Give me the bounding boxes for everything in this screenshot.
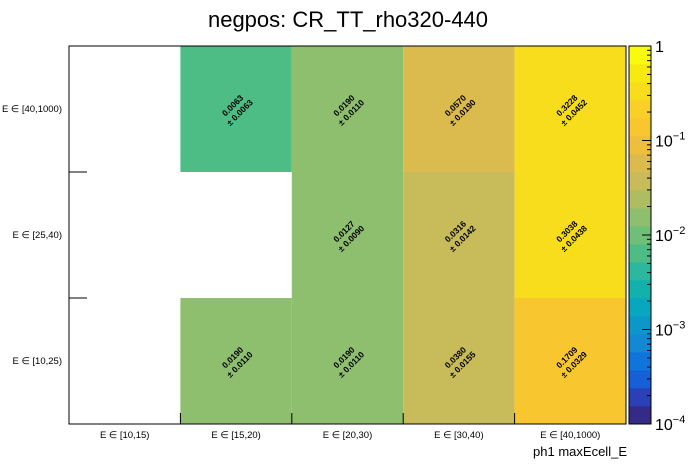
colorbar-segment [629, 334, 651, 353]
colorbar-tick-label: 1 [655, 39, 664, 56]
x-tick-label: E ∈ [30,40) [434, 430, 483, 441]
heatmap-cell [291, 172, 404, 298]
x-tick-label: E ∈ [10,15) [100, 430, 149, 441]
heatmap-cell [403, 46, 515, 172]
colorbar-tick-label: 10−4 [655, 414, 685, 434]
colorbar-tick-label: 10−1 [655, 131, 685, 151]
colorbar-segment [629, 208, 651, 227]
heatmap-cell [514, 298, 626, 424]
chart-title: negpos: CR_TT_rho320-440 [208, 7, 488, 32]
colorbar-segment [629, 388, 651, 407]
colorbar-segment [629, 190, 651, 209]
colorbar-segment [629, 226, 651, 245]
colorbar-segment [629, 370, 651, 389]
colorbar-segment [629, 352, 651, 371]
colorbar-segment [629, 316, 651, 335]
heatmap-cell [514, 172, 626, 298]
y-tick-label: E ∈ [25,40) [13, 230, 62, 241]
heatmap-cell [403, 298, 515, 424]
colorbar-segment [629, 244, 651, 263]
heatmap-cell [403, 172, 515, 298]
colorbar-segment [629, 154, 651, 173]
colorbar-segment [629, 100, 651, 119]
axes: E ∈ [10,15) E ∈ [15,20) E ∈ [20,30) E ∈ [30… [2, 104, 600, 441]
plot-frame [68, 45, 627, 425]
x-tick-label: E ∈ [20,30) [323, 430, 372, 441]
heatmap-cell [180, 46, 292, 172]
x-tick-label: E ∈ [40,1000) [540, 430, 600, 441]
colorbar-segment [629, 280, 651, 299]
colorbar-segment [629, 64, 651, 83]
heatmap-cell [514, 46, 626, 172]
heatmap-cell [180, 298, 292, 424]
colorbar-segment [629, 46, 651, 65]
colorbar-segment [629, 118, 651, 137]
heatmap-cell [291, 46, 404, 172]
colorbar-segment [629, 262, 651, 281]
colorbar-segment [629, 406, 651, 425]
heatmap-cells: 0.0063± 0.0063 0.0190± 0.0110 0.0570± 0.01… [180, 46, 626, 424]
colorbar-segment [629, 82, 651, 101]
x-tick-label: E ∈ [15,20) [211, 430, 260, 441]
colorbar-tick-label: 10−3 [655, 320, 685, 340]
colorbar-segment [629, 172, 651, 191]
heatmap-cell [291, 298, 404, 424]
color-scale-bar: 1 10−1 10−2 10−3 10−4 [628, 39, 685, 434]
y-tick-label: E ∈ [40,1000) [2, 104, 62, 115]
colorbar-segment [629, 298, 651, 317]
colorbar-tick-label: 10−2 [655, 225, 685, 245]
x-axis-title: ph1 maxEcell_E [533, 444, 627, 459]
y-tick-label: E ∈ [10,25) [13, 356, 62, 367]
